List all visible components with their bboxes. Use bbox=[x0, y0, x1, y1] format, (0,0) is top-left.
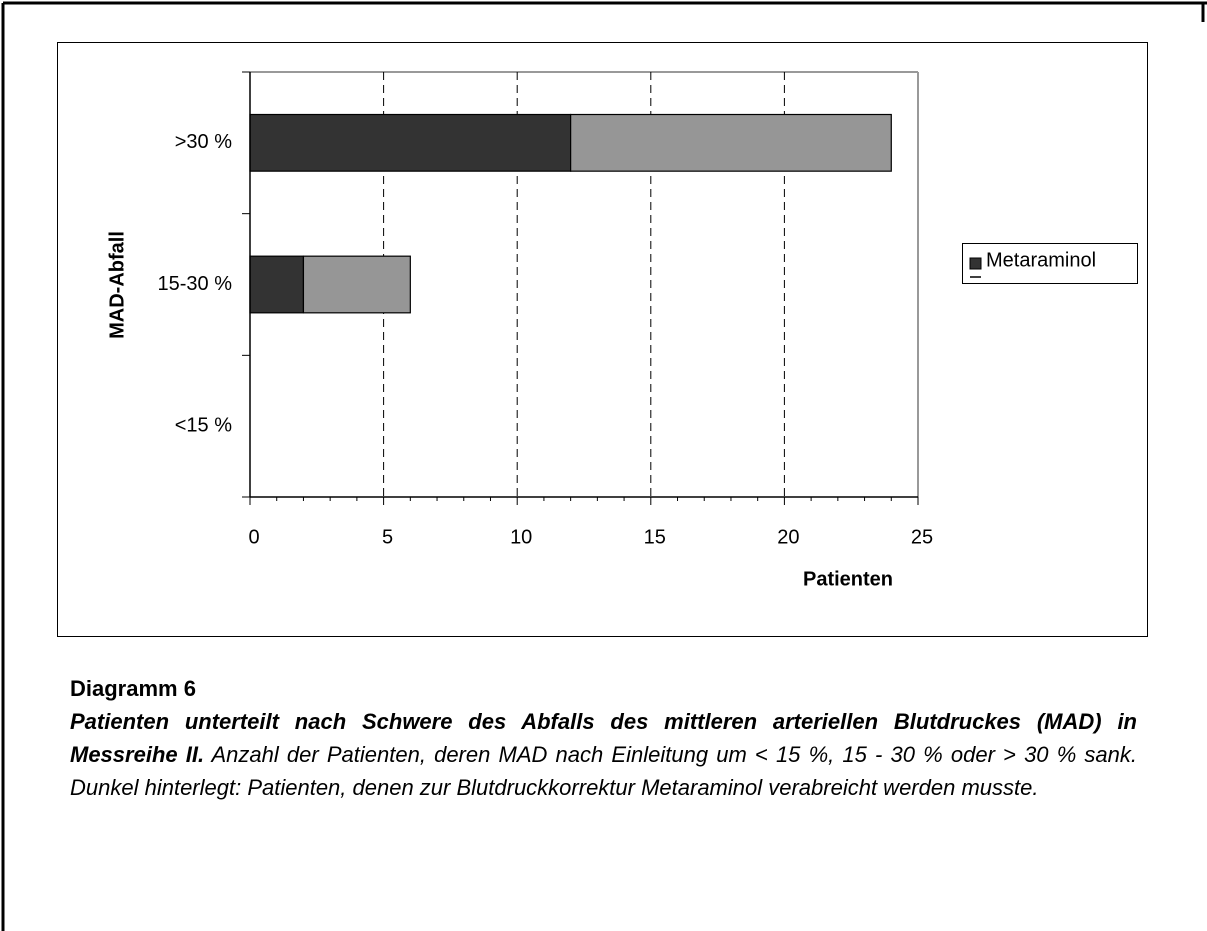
bar-segment bbox=[249, 113, 572, 172]
y-axis-label: MAD-Abfall bbox=[106, 231, 128, 339]
bar-segment bbox=[570, 113, 892, 172]
chart-frame bbox=[57, 42, 1148, 637]
legend-label: Metaraminol bbox=[986, 249, 1096, 271]
y-tick-label: 15-30 % bbox=[158, 273, 233, 295]
caption-label: Diagramm 6 bbox=[70, 676, 196, 701]
bar-segment bbox=[249, 255, 305, 314]
x-tick-label: 5 bbox=[382, 526, 393, 548]
caption: Diagramm 6 Patienten unterteilt nach Sch… bbox=[70, 672, 1137, 804]
x-tick-label: 0 bbox=[248, 526, 259, 548]
x-tick-label: 10 bbox=[510, 526, 532, 548]
x-tick-label: 20 bbox=[777, 526, 799, 548]
x-tick-label: 15 bbox=[644, 526, 666, 548]
chart: Patienten MAD-Abfall 0 5 10 15 20 25 <15 % 15-3… bbox=[1, 1, 1207, 660]
x-axis-label: Patienten bbox=[803, 568, 893, 590]
x-tick-label: 25 bbox=[911, 526, 933, 548]
caption-title: Patienten unterteilt nach Schwere des Ab… bbox=[70, 709, 1137, 767]
bar-segment bbox=[302, 255, 411, 314]
y-tick-label: <15 % bbox=[175, 414, 232, 436]
legend-box bbox=[962, 243, 1138, 284]
legend-swatch bbox=[969, 257, 982, 270]
y-tick-label: >30 % bbox=[175, 131, 232, 153]
caption-text: Anzahl der Patienten, deren MAD nach Ein… bbox=[70, 742, 1137, 800]
caption-body: Patienten unterteilt nach Schwere des Ab… bbox=[70, 705, 1137, 804]
